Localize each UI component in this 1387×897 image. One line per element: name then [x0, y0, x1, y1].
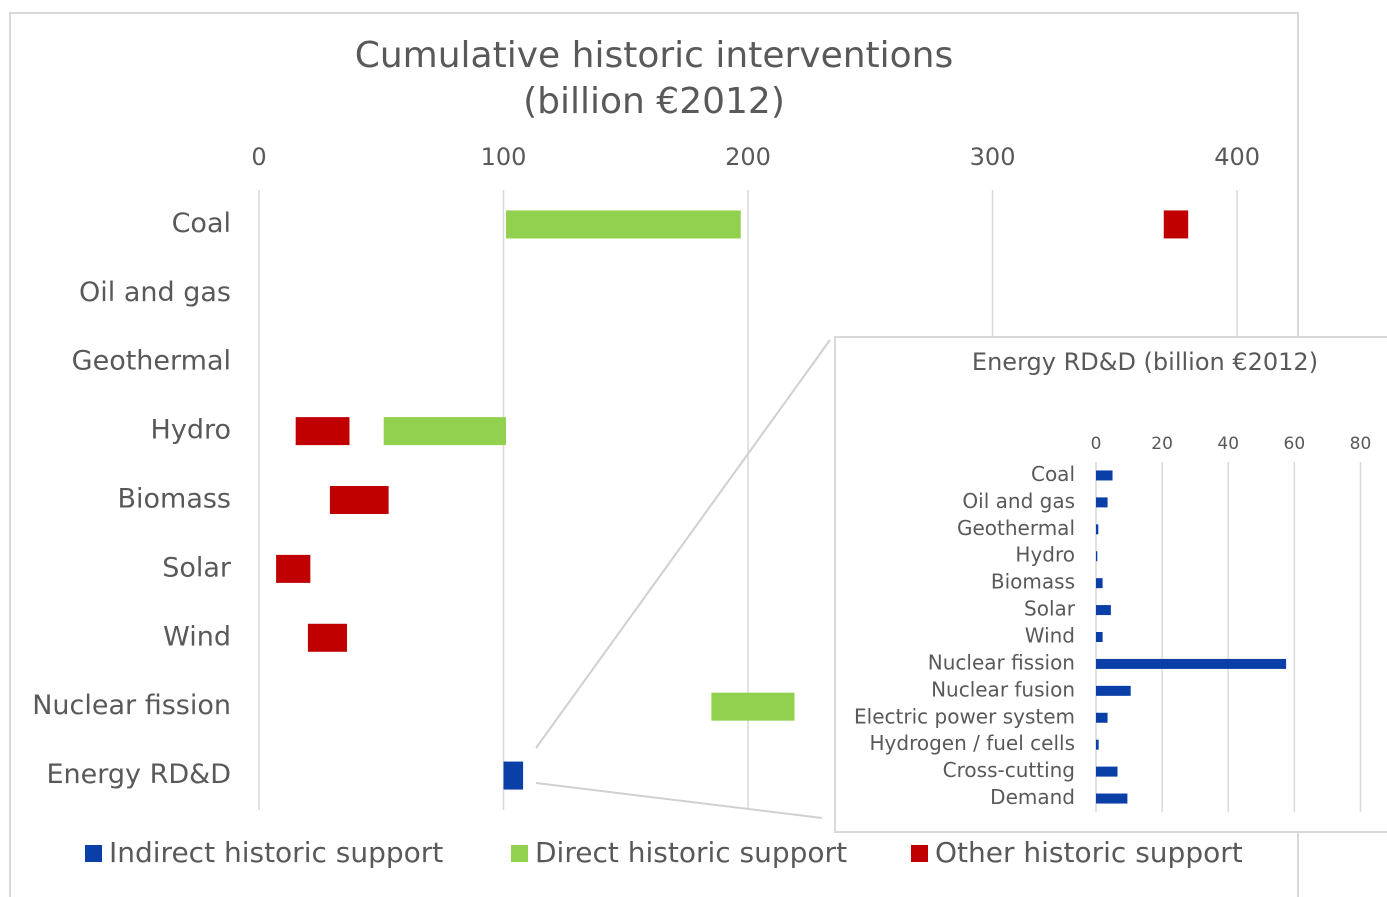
bar: [329, 486, 389, 514]
y-tick-label: Hydro: [151, 415, 231, 446]
y-tick-label: Electric power system: [854, 704, 1075, 728]
bar: [711, 692, 795, 721]
y-tick-label: Hydro: [1015, 543, 1075, 567]
y-tick-label: Solar: [162, 552, 232, 583]
y-tick-label: Nuclear fusion: [931, 677, 1075, 701]
bar: [1096, 497, 1108, 508]
x-tick-label: 100: [481, 143, 527, 171]
y-tick-label: Demand: [990, 785, 1075, 809]
legend-label: Other historic support: [935, 836, 1243, 869]
zoom-line: [535, 339, 831, 749]
y-tick-label: Geothermal: [72, 346, 231, 377]
x-tick-label: 80: [1350, 434, 1372, 454]
zoom-line: [535, 782, 823, 819]
y-tick-label: Oil and gas: [79, 277, 231, 308]
y-tick-label: Nuclear fission: [32, 690, 231, 721]
bar: [1096, 632, 1103, 642]
bar: [1096, 766, 1118, 777]
x-tick-label: 0: [251, 143, 266, 171]
y-tick-label: Wind: [1025, 624, 1075, 648]
x-tick-label: 0: [1091, 434, 1102, 454]
y-tick-label: Wind: [163, 621, 231, 652]
y-tick-label: Biomass: [117, 484, 231, 515]
legend-swatch: [85, 845, 102, 862]
x-tick-label: 60: [1284, 434, 1306, 454]
bar: [503, 761, 524, 790]
y-tick-label: Biomass: [991, 570, 1075, 594]
bar: [295, 417, 350, 446]
legend-label: Direct historic support: [535, 836, 847, 869]
bar: [1096, 739, 1099, 750]
bar: [1096, 712, 1108, 723]
x-tick-label: 300: [970, 143, 1016, 171]
inset-chart: Energy RD&D (billion €2012) 0 20 40 60 80 Coal…: [854, 348, 1371, 812]
y-tick-label: Cross-cutting: [943, 758, 1075, 782]
y-tick-label: Coal: [172, 208, 231, 239]
inset-border: [834, 336, 1387, 833]
legend-label: Indirect historic support: [109, 836, 443, 869]
y-tick-label: Oil and gas: [962, 489, 1075, 513]
chart-title: Cumulative historic interventions: [355, 35, 954, 76]
chart-title: (billion €2012): [523, 81, 785, 122]
bar: [1096, 658, 1287, 669]
x-tick-label: 40: [1217, 434, 1239, 454]
y-tick-label: Coal: [1031, 462, 1075, 486]
y-tick-label: Hydrogen / fuel cells: [870, 731, 1076, 755]
y-tick-label: Geothermal: [957, 516, 1075, 540]
bar: [505, 210, 741, 239]
legend-swatch: [911, 845, 928, 862]
legend-swatch: [511, 845, 528, 862]
bar: [1096, 605, 1111, 616]
bar: [276, 554, 311, 583]
chart-title: Energy RD&D (billion €2012): [972, 348, 1318, 376]
bar: [1096, 685, 1131, 696]
bar: [307, 623, 348, 652]
y-tick-label: Nuclear fission: [928, 650, 1075, 674]
y-tick-label: Solar: [1024, 597, 1076, 621]
bar: [1096, 470, 1113, 481]
bar: [1096, 793, 1128, 804]
bar: [1096, 578, 1103, 589]
y-tick-label: Energy RD&D: [46, 759, 231, 790]
x-tick-label: 200: [725, 143, 771, 171]
bar: [1096, 551, 1098, 562]
main-chart: Cumulative historic interventions (billio…: [32, 35, 1260, 869]
bar: [383, 417, 506, 446]
x-tick-label: 20: [1151, 434, 1173, 454]
bar: [1096, 524, 1099, 535]
bar: [1163, 210, 1189, 239]
x-tick-label: 400: [1214, 143, 1260, 171]
